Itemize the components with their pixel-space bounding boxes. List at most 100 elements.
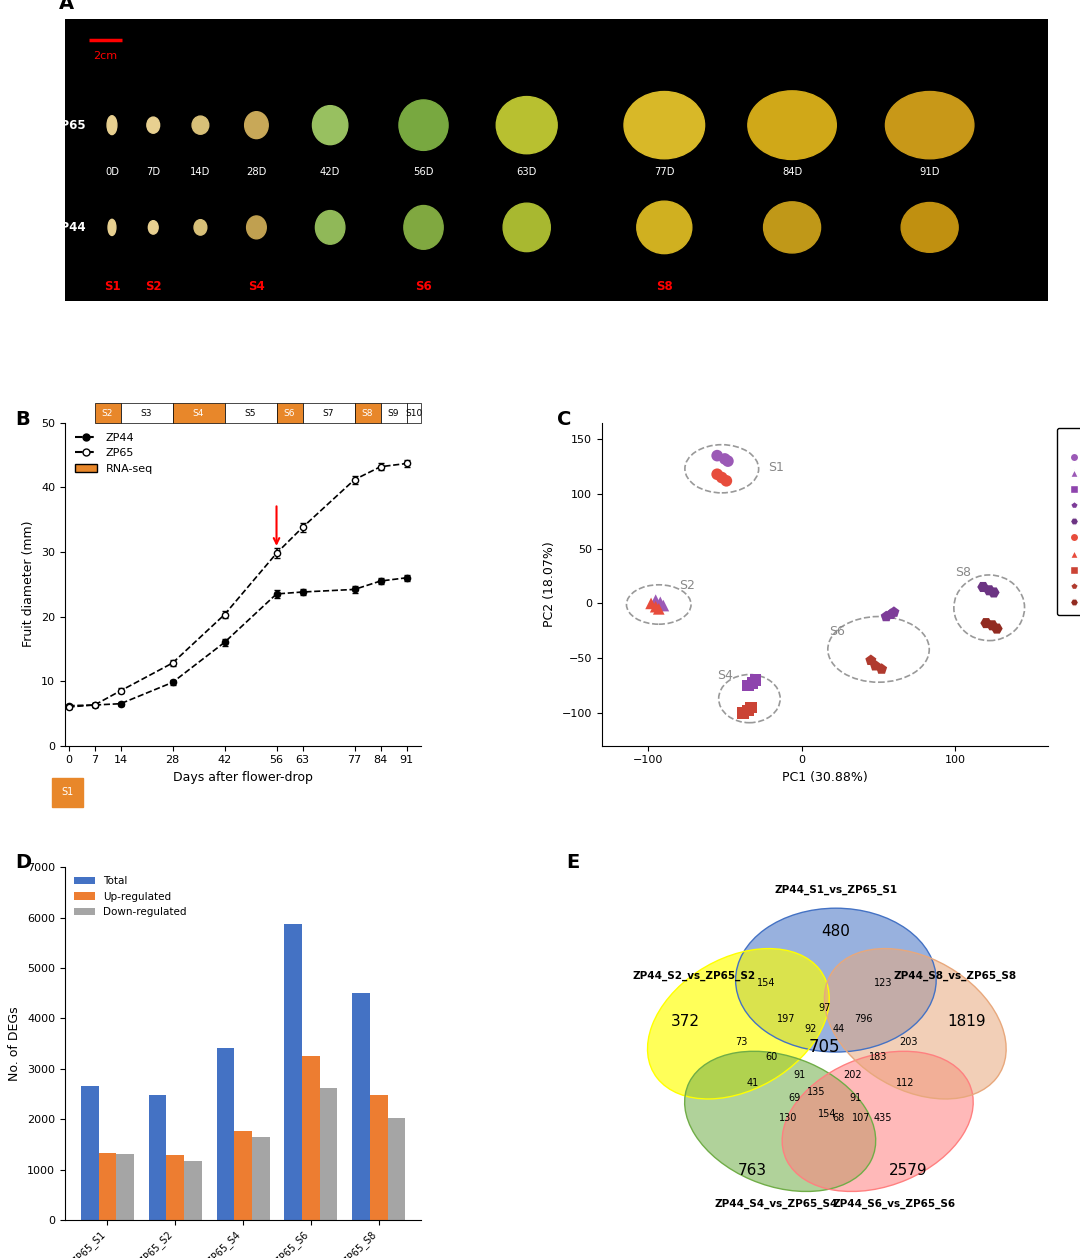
Point <box>744 673 761 693</box>
Text: 1819: 1819 <box>947 1014 986 1029</box>
Point <box>651 593 669 613</box>
Text: 202: 202 <box>843 1071 862 1081</box>
Ellipse shape <box>782 1052 973 1191</box>
Y-axis label: PC2 (18.07%): PC2 (18.07%) <box>543 541 556 628</box>
Bar <box>276 404 302 423</box>
Y-axis label: Fruit diameter (mm): Fruit diameter (mm) <box>23 521 36 648</box>
Text: S8: S8 <box>362 409 374 418</box>
Legend: ZP44, ZP65, RNA-seq: ZP44, ZP65, RNA-seq <box>70 429 158 478</box>
Bar <box>52 777 83 808</box>
Ellipse shape <box>901 203 958 253</box>
Text: ZP44_S4_vs_ZP65_S4: ZP44_S4_vs_ZP65_S4 <box>714 1199 838 1209</box>
Text: 154: 154 <box>819 1108 837 1118</box>
Ellipse shape <box>246 216 267 239</box>
Ellipse shape <box>192 116 208 135</box>
Point <box>718 470 735 491</box>
Text: S4: S4 <box>248 281 265 293</box>
Text: 130: 130 <box>780 1112 798 1122</box>
Text: 2cm: 2cm <box>94 52 118 62</box>
Text: S6: S6 <box>829 625 846 638</box>
Ellipse shape <box>194 220 206 235</box>
Point <box>862 650 879 671</box>
Text: 63D: 63D <box>516 167 537 177</box>
Ellipse shape <box>503 204 551 252</box>
Point <box>719 452 737 472</box>
Text: 42D: 42D <box>320 167 340 177</box>
Text: S2: S2 <box>145 281 162 293</box>
Point <box>716 449 733 469</box>
Text: S2: S2 <box>678 580 694 593</box>
Text: 69: 69 <box>788 1093 800 1103</box>
Ellipse shape <box>404 205 443 249</box>
X-axis label: PC1 (30.88%): PC1 (30.88%) <box>782 771 867 784</box>
Text: C: C <box>557 410 571 429</box>
Text: 84D: 84D <box>782 167 802 177</box>
Ellipse shape <box>764 201 821 253</box>
Text: 203: 203 <box>899 1037 918 1047</box>
Text: 60: 60 <box>766 1052 778 1062</box>
Text: 41: 41 <box>746 1078 758 1088</box>
Text: 14D: 14D <box>190 167 211 177</box>
Ellipse shape <box>245 112 268 138</box>
Bar <box>388 1118 405 1220</box>
Text: 77D: 77D <box>654 167 675 177</box>
Text: 154: 154 <box>757 977 775 988</box>
Bar <box>234 1131 252 1220</box>
Text: S5: S5 <box>245 409 256 418</box>
Text: S1: S1 <box>104 281 120 293</box>
X-axis label: Days after flower-drop: Days after flower-drop <box>173 771 313 784</box>
Text: S10: S10 <box>405 409 422 418</box>
Ellipse shape <box>648 949 829 1099</box>
Point <box>654 595 672 615</box>
Text: S8: S8 <box>956 566 971 580</box>
Text: 91: 91 <box>849 1093 862 1103</box>
Text: 73: 73 <box>735 1037 747 1047</box>
Bar <box>406 404 421 423</box>
Bar <box>117 1154 134 1220</box>
Text: S6: S6 <box>284 409 295 418</box>
Text: 0D: 0D <box>105 167 119 177</box>
Text: ZP44: ZP44 <box>53 221 86 234</box>
Bar <box>369 1096 388 1220</box>
Text: 7D: 7D <box>146 167 160 177</box>
Bar <box>252 1136 270 1220</box>
Point <box>739 701 756 721</box>
Point <box>867 655 885 676</box>
Point <box>708 445 726 465</box>
Point <box>878 606 895 626</box>
Text: S3: S3 <box>140 409 152 418</box>
Y-axis label: No. of DEGs: No. of DEGs <box>9 1006 22 1081</box>
Ellipse shape <box>147 117 160 133</box>
Text: 763: 763 <box>738 1162 767 1177</box>
Point <box>985 582 1002 603</box>
Text: 183: 183 <box>868 1052 887 1062</box>
Text: 197: 197 <box>777 1014 795 1024</box>
Text: B: B <box>15 410 29 429</box>
Ellipse shape <box>824 949 1007 1099</box>
Bar <box>352 994 369 1220</box>
Text: ZP44_S6_vs_ZP65_S6: ZP44_S6_vs_ZP65_S6 <box>833 1199 956 1209</box>
Point <box>713 468 730 488</box>
Text: 112: 112 <box>896 1078 915 1088</box>
Bar <box>284 925 302 1220</box>
Bar <box>320 1088 337 1220</box>
Text: ZP44_S2_vs_ZP65_S2: ZP44_S2_vs_ZP65_S2 <box>633 971 756 981</box>
Text: 2579: 2579 <box>889 1162 928 1177</box>
Text: 97: 97 <box>819 1004 831 1014</box>
Text: 91: 91 <box>794 1071 806 1081</box>
Bar <box>173 404 225 423</box>
Point <box>977 613 995 633</box>
Bar <box>166 1155 184 1220</box>
Text: S4: S4 <box>193 409 204 418</box>
Text: S6: S6 <box>415 281 432 293</box>
Text: A: A <box>59 0 75 13</box>
Ellipse shape <box>315 210 345 244</box>
Bar <box>95 404 121 423</box>
Bar <box>217 1048 234 1220</box>
Bar <box>98 1152 117 1220</box>
Bar <box>81 1086 98 1220</box>
Text: 705: 705 <box>809 1038 840 1055</box>
Text: ZP44_S8_vs_ZP65_S8: ZP44_S8_vs_ZP65_S8 <box>894 971 1017 981</box>
Point <box>974 577 991 598</box>
Text: 372: 372 <box>671 1014 700 1029</box>
